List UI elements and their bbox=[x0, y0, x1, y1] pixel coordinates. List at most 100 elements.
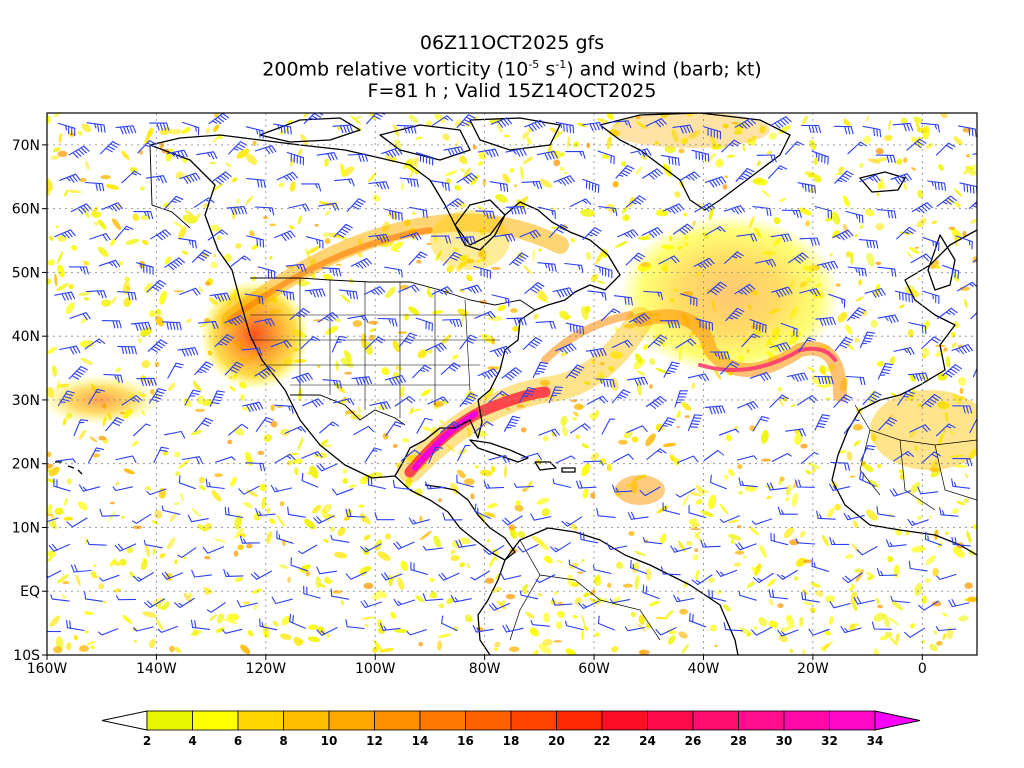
vorticity-speckle bbox=[234, 527, 244, 539]
wind-barb bbox=[470, 570, 490, 581]
vorticity-speckle bbox=[324, 238, 331, 245]
wind-barb bbox=[715, 569, 738, 577]
vorticity-speckle bbox=[493, 647, 498, 651]
wind-barb bbox=[301, 472, 319, 488]
vorticity-speckle bbox=[826, 507, 835, 519]
wind-barb bbox=[751, 518, 773, 525]
wind-barb bbox=[597, 150, 615, 165]
vorticity-speckle bbox=[581, 629, 584, 641]
vorticity-speckle bbox=[575, 434, 581, 440]
wind-barb bbox=[694, 202, 716, 213]
vorticity-speckle bbox=[831, 211, 841, 225]
vorticity-speckle bbox=[322, 273, 333, 281]
vorticity-speckle bbox=[956, 500, 966, 506]
wind-barb bbox=[735, 542, 757, 551]
wind-barb bbox=[906, 138, 927, 151]
wind-barb bbox=[921, 451, 941, 464]
vorticity-speckle bbox=[759, 125, 766, 134]
wind-barb bbox=[53, 478, 71, 492]
vorticity-speckle bbox=[246, 154, 258, 165]
vorticity-speckle bbox=[340, 294, 351, 304]
vorticity-speckle bbox=[266, 530, 272, 544]
wind-barb bbox=[935, 626, 957, 632]
vorticity-speckle bbox=[800, 443, 808, 449]
wind-barb bbox=[611, 389, 631, 404]
wind-barb bbox=[409, 206, 428, 219]
wind-barb bbox=[331, 488, 354, 496]
vorticity-speckle bbox=[581, 614, 586, 628]
wind-barb bbox=[847, 266, 867, 277]
vorticity-speckle bbox=[539, 380, 551, 386]
vorticity-speckle bbox=[394, 629, 409, 633]
wind-barb bbox=[658, 255, 680, 265]
arctic-shading bbox=[610, 113, 770, 148]
wind-barb bbox=[345, 571, 367, 580]
vorticity-speckle bbox=[709, 135, 717, 147]
wind-barb bbox=[392, 479, 412, 491]
lat-tick-label: 40N bbox=[12, 329, 40, 345]
vorticity-speckle bbox=[719, 503, 729, 515]
vorticity-speckle bbox=[849, 475, 856, 478]
vorticity-speckle bbox=[593, 577, 602, 587]
vorticity-speckle bbox=[917, 277, 921, 280]
wind-barb bbox=[642, 584, 660, 600]
vorticity-speckle bbox=[98, 583, 105, 590]
wind-barb bbox=[734, 118, 756, 129]
title-exponent-2: -1 bbox=[555, 58, 567, 71]
vorticity-speckle bbox=[373, 640, 383, 652]
vorticity-speckle bbox=[276, 514, 285, 527]
vorticity-speckle bbox=[259, 483, 267, 492]
vorticity-speckle bbox=[178, 459, 190, 469]
wind-barb bbox=[625, 195, 647, 208]
vorticity-speckle bbox=[925, 142, 934, 149]
wind-barb bbox=[797, 182, 816, 194]
vorticity-speckle bbox=[125, 238, 140, 245]
colorbar-level-label: 10 bbox=[321, 734, 338, 748]
vorticity-speckle bbox=[50, 155, 60, 160]
vorticity-speckle bbox=[438, 498, 442, 503]
vorticity-speckle bbox=[655, 423, 664, 432]
vorticity-speckle bbox=[126, 546, 134, 554]
colorbar-level-label: 12 bbox=[366, 734, 383, 748]
vorticity-speckle bbox=[964, 582, 973, 589]
wind-barb bbox=[897, 390, 915, 406]
vorticity-speckle bbox=[954, 464, 968, 468]
vorticity-speckle bbox=[914, 246, 920, 249]
vorticity-speckle bbox=[111, 296, 117, 304]
vorticity-speckle bbox=[571, 238, 575, 243]
atlantic-jet-core bbox=[698, 346, 837, 372]
vorticity-speckle bbox=[369, 327, 377, 333]
wind-barb bbox=[735, 167, 755, 182]
vorticity-speckle bbox=[517, 530, 526, 538]
wind-barb bbox=[675, 488, 696, 498]
wind-barb bbox=[130, 321, 152, 331]
vorticity-speckle bbox=[63, 497, 68, 506]
wind-barb bbox=[202, 546, 225, 554]
wind-barb bbox=[862, 125, 882, 138]
colorbar-swatch bbox=[328, 710, 375, 731]
vorticity-speckle bbox=[198, 484, 206, 491]
vorticity-speckle bbox=[756, 160, 761, 167]
wind-barb bbox=[606, 542, 628, 550]
wind-barb bbox=[181, 121, 200, 136]
vorticity-speckle bbox=[676, 426, 680, 429]
vorticity-speckle bbox=[372, 194, 381, 202]
wind-barb bbox=[255, 508, 276, 517]
vorticity-speckle bbox=[722, 184, 728, 190]
wind-barb bbox=[250, 570, 272, 580]
wind-barb bbox=[133, 211, 154, 220]
vorticity-speckle bbox=[190, 630, 202, 637]
wind-barb bbox=[555, 455, 576, 464]
wind-barb bbox=[829, 483, 851, 492]
wind-barb bbox=[630, 148, 652, 158]
vorticity-speckle bbox=[348, 484, 357, 488]
wind-barb bbox=[350, 257, 373, 269]
north-america-coast bbox=[149, 134, 621, 479]
vorticity-speckle bbox=[725, 434, 732, 442]
wind-barb bbox=[693, 257, 715, 269]
wind-barb bbox=[364, 286, 386, 296]
vorticity-speckle bbox=[964, 298, 968, 309]
vorticity-speckle bbox=[174, 559, 178, 565]
wind-barb bbox=[345, 618, 365, 630]
vorticity-speckle bbox=[145, 544, 150, 558]
